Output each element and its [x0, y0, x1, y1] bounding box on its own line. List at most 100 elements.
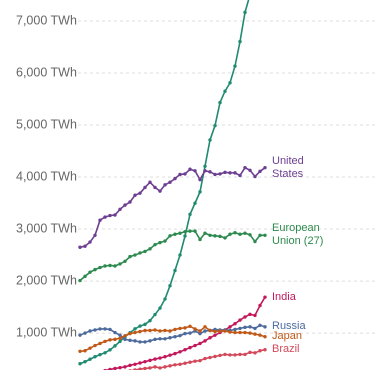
point [153, 328, 157, 332]
point [263, 348, 267, 352]
point [163, 355, 167, 359]
point [193, 229, 197, 233]
point [213, 354, 217, 359]
point [88, 357, 92, 361]
point [208, 328, 212, 333]
point [173, 327, 177, 332]
point [168, 329, 172, 333]
point [228, 353, 232, 357]
point [183, 234, 187, 238]
series-line [79, 230, 265, 282]
point [258, 349, 262, 353]
point [208, 355, 212, 360]
point [168, 180, 172, 184]
point [148, 180, 152, 184]
point [88, 329, 92, 333]
series-label: United States [272, 154, 304, 180]
point [133, 362, 137, 366]
point [98, 341, 102, 346]
series-line [79, 0, 250, 365]
point [163, 183, 167, 187]
point [253, 239, 257, 244]
point [243, 330, 247, 335]
point [218, 329, 222, 333]
point [238, 326, 242, 331]
point [103, 339, 107, 344]
point [148, 328, 152, 333]
point [218, 172, 222, 176]
point [158, 189, 162, 193]
y-tick-label: 2,000 TWh [16, 273, 77, 287]
point [258, 169, 262, 174]
point [143, 340, 147, 344]
point [228, 325, 232, 329]
y-tick-label: 5,000 TWh [16, 117, 77, 131]
point [203, 339, 207, 343]
point [133, 253, 137, 257]
point [258, 303, 262, 308]
point [123, 337, 127, 342]
series-line [103, 296, 266, 370]
point [218, 100, 222, 105]
point [153, 312, 157, 317]
point [173, 268, 177, 273]
point [223, 236, 227, 240]
point [203, 325, 207, 329]
point [193, 201, 197, 205]
point [183, 348, 187, 352]
point [178, 333, 182, 338]
point [183, 172, 187, 176]
point [198, 177, 202, 182]
point [113, 264, 117, 268]
point [163, 365, 167, 369]
point [183, 331, 187, 336]
point [163, 239, 167, 243]
point [128, 200, 132, 204]
y-tick-label: 7,000 TWh [16, 13, 77, 27]
point [133, 330, 137, 335]
point [113, 213, 117, 217]
point [258, 323, 262, 327]
point [173, 176, 177, 181]
point [103, 215, 107, 219]
point [133, 193, 137, 197]
point [178, 362, 182, 366]
point [138, 251, 142, 255]
point [188, 167, 192, 171]
point [128, 254, 132, 259]
point [118, 262, 122, 266]
y-tick-label: 1,000 TWh [16, 325, 77, 339]
point [108, 327, 112, 332]
point [243, 352, 247, 357]
point [193, 327, 197, 331]
point [108, 348, 112, 352]
point [118, 339, 122, 344]
point [153, 365, 157, 369]
point [233, 171, 237, 175]
point [93, 267, 97, 272]
point [178, 231, 182, 235]
point [88, 240, 92, 244]
point [208, 233, 212, 237]
series-label: India [272, 290, 296, 303]
point [208, 336, 212, 340]
point [138, 324, 142, 328]
point [93, 233, 97, 237]
point [263, 233, 267, 237]
point [168, 336, 172, 340]
point [213, 333, 217, 337]
point [123, 259, 127, 263]
point [188, 324, 192, 329]
point [253, 174, 257, 179]
point [118, 333, 122, 337]
point [108, 367, 112, 370]
point [243, 231, 247, 235]
point [98, 327, 102, 331]
point [158, 356, 162, 360]
point [173, 363, 177, 367]
point [133, 339, 137, 343]
point [248, 233, 252, 237]
point [148, 247, 152, 251]
point [173, 335, 177, 339]
point [203, 164, 207, 168]
